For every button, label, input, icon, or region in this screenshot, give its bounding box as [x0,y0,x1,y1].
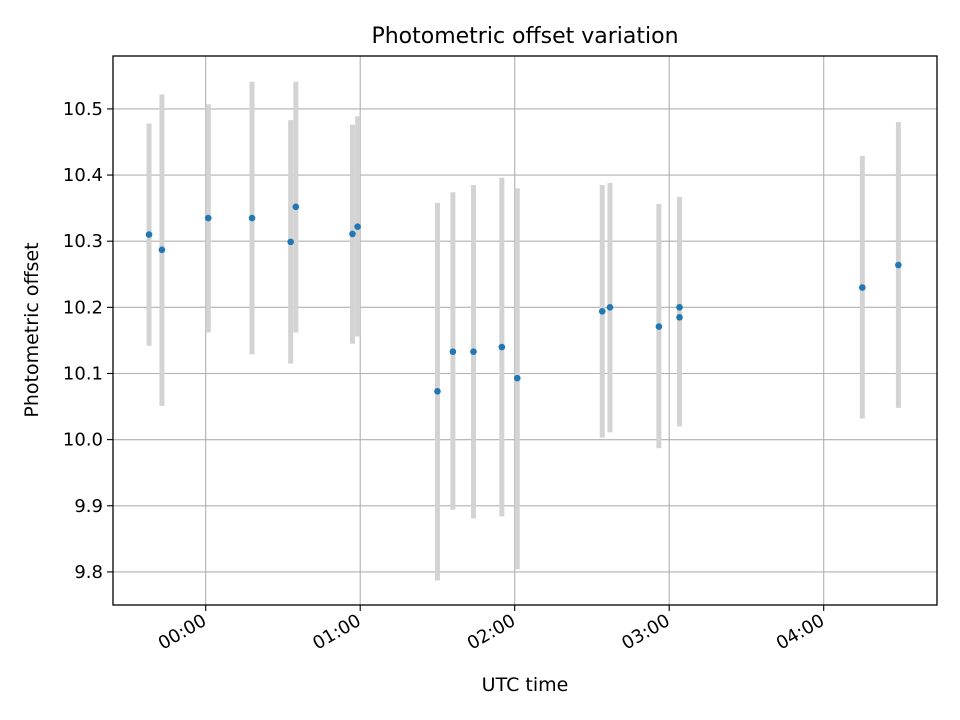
data-point [606,304,614,311]
y-axis-ticks: 9.8 9.9 10.0 10.1 10.2 10.3 10.4 10.5 [63,99,113,583]
data-point [676,313,683,321]
data-point [895,261,902,269]
data-point [248,214,256,222]
x-axis-label: UTC time [482,674,569,696]
data-point [470,348,477,355]
y-tick-label: 10.0 [63,430,103,451]
data-point [158,246,166,254]
y-tick-label: 9.9 [74,496,103,517]
data-point [655,323,663,330]
y-tick-label: 10.5 [63,99,103,120]
data-point [354,223,361,230]
grid-lines [113,56,937,605]
data-point [145,231,153,238]
y-tick-label: 10.2 [63,297,103,318]
data-point [434,388,441,395]
data-point [676,304,683,311]
data-points [145,203,902,395]
data-point [204,214,212,222]
data-point [598,308,606,315]
plot-frame [112,55,938,606]
y-tick-label: 10.4 [63,165,103,186]
data-point [513,374,521,382]
data-point [292,203,300,211]
y-tick-label: 9.8 [74,562,103,583]
data-point [498,343,506,351]
data-point [859,284,866,291]
chart-title: Photometric offset variation [371,24,678,49]
y-axis-label: Photometric offset [21,242,43,417]
y-tick-label: 10.1 [63,363,103,384]
data-point [349,230,356,238]
data-point [287,238,294,246]
y-tick-label: 10.3 [63,231,103,252]
data-point [449,348,457,355]
